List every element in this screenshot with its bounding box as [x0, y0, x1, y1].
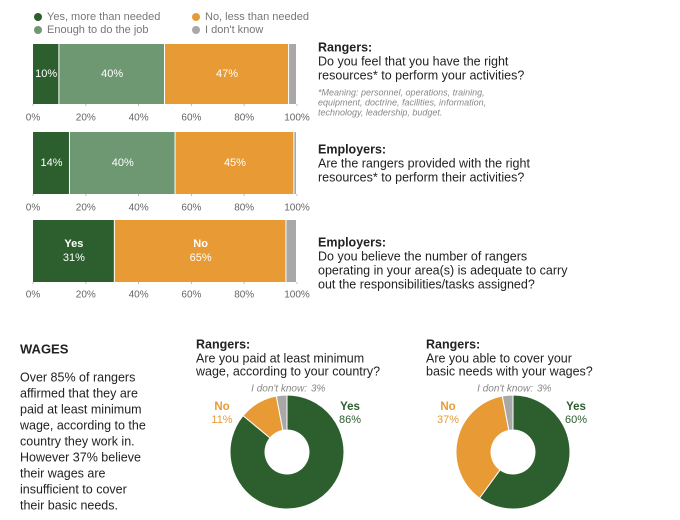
x-tick-label: 80%: [234, 290, 254, 301]
slice-label: Yes: [340, 401, 360, 413]
value-label: 31%: [63, 252, 85, 264]
x-tick-label: 100%: [284, 203, 310, 214]
bar-segment: [289, 44, 296, 104]
x-tick-label: 20%: [76, 203, 96, 214]
question-group: Rangers:: [196, 337, 250, 351]
pie-slice: [229, 394, 345, 510]
paragraph-line: affirmed that they are: [20, 386, 138, 400]
x-tick-label: 0%: [26, 113, 41, 124]
footnote: technology, leadership, budget.: [318, 107, 442, 117]
legend-label: No, less than needed: [205, 11, 309, 23]
slice-label: Yes: [566, 401, 586, 413]
legend-label: Enough to do the job: [47, 24, 149, 36]
value-label: 10%: [35, 68, 57, 80]
question: Are you paid at least minimum: [196, 351, 364, 365]
x-tick-label: 60%: [181, 290, 201, 301]
slice-label: No: [214, 401, 229, 413]
x-tick-label: 100%: [284, 290, 310, 301]
x-tick-label: 100%: [284, 113, 310, 124]
paragraph-line: their basic needs.: [20, 498, 118, 512]
section-heading: WAGES: [20, 341, 69, 356]
x-tick-label: 40%: [129, 203, 149, 214]
bar-segment: [114, 220, 286, 282]
question-group: Employers:: [318, 235, 386, 249]
value-label: 14%: [40, 157, 62, 169]
x-tick-label: 0%: [26, 203, 41, 214]
slice-value: 3%: [537, 384, 552, 395]
segment-name: No: [193, 238, 208, 250]
paragraph-line: country they work in.: [20, 434, 135, 448]
paragraph-line: paid at least minimum: [20, 402, 142, 416]
slice-label: I don't know:: [251, 384, 307, 395]
bar-segment: [33, 44, 59, 104]
bar-segment: [69, 132, 175, 194]
slice-value: 37%: [437, 414, 459, 426]
x-tick-label: 40%: [129, 290, 149, 301]
legend-label: Yes, more than needed: [47, 11, 160, 23]
bar-segment: [33, 220, 114, 282]
slice-label: I don't know:: [477, 384, 533, 395]
x-tick-label: 20%: [76, 113, 96, 124]
question-group: Rangers:: [318, 40, 372, 54]
question-group: Employers:: [318, 142, 386, 156]
bar-segment: [175, 132, 294, 194]
slice-value: 3%: [311, 384, 326, 395]
question: basic needs with your wages?: [426, 364, 593, 378]
x-tick-label: 80%: [234, 203, 254, 214]
slice-value: 11%: [211, 414, 232, 426]
x-tick-label: 20%: [76, 290, 96, 301]
bar-segment: [33, 132, 69, 194]
question-group: Rangers:: [426, 337, 480, 351]
question: Are the rangers provided with the right: [318, 156, 530, 170]
bar-segment: [286, 220, 296, 282]
question: Do you feel that you have the right: [318, 54, 509, 68]
question: resources* to perform your activities?: [318, 68, 524, 82]
paragraph-line: insufficient to cover: [20, 482, 127, 496]
legend-swatch: [192, 26, 200, 34]
value-label: 40%: [101, 68, 123, 80]
footnote: equipment, doctrine, facilities, informa…: [318, 97, 486, 107]
question: wage, according to your country?: [195, 364, 380, 378]
legend-label: I don't know: [205, 24, 263, 36]
legend-swatch: [192, 13, 200, 21]
slice-value: 60%: [565, 414, 587, 426]
question: Are you able to cover your: [426, 351, 572, 365]
x-tick-label: 40%: [129, 113, 149, 124]
x-tick-label: 0%: [26, 290, 41, 301]
question: out the responsibilities/tasks assigned?: [318, 277, 535, 291]
bar-segment: [294, 132, 296, 194]
bar-segment: [59, 44, 164, 104]
paragraph-line: Over 85% of rangers: [20, 370, 135, 384]
paragraph-line: their wages are: [20, 466, 106, 480]
bar-segment: [165, 44, 289, 104]
paragraph-line: However 37% believe: [20, 450, 141, 464]
pie-slice: [455, 395, 510, 499]
pie-slice: [501, 394, 514, 431]
question: resources* to perform their activities?: [318, 170, 524, 184]
legend-swatch: [34, 13, 42, 21]
value-label: 65%: [190, 252, 212, 264]
slice-label: No: [440, 401, 455, 413]
value-label: 47%: [216, 68, 238, 80]
paragraph-line: wage, according to the: [19, 418, 146, 432]
question: Do you believe the number of rangers: [318, 249, 527, 263]
pie-slice: [478, 394, 571, 510]
legend-swatch: [34, 26, 42, 34]
x-tick-label: 60%: [181, 203, 201, 214]
pie-slice: [275, 394, 288, 431]
value-label: 40%: [112, 157, 134, 169]
segment-name: Yes: [64, 238, 83, 250]
question: operating in your area(s) is adequate to…: [318, 263, 568, 277]
value-label: 45%: [224, 157, 246, 169]
x-tick-label: 80%: [234, 113, 254, 124]
footnote: *Meaning: personnel, operations, trainin…: [318, 87, 485, 97]
x-tick-label: 60%: [181, 113, 201, 124]
slice-value: 86%: [339, 414, 361, 426]
